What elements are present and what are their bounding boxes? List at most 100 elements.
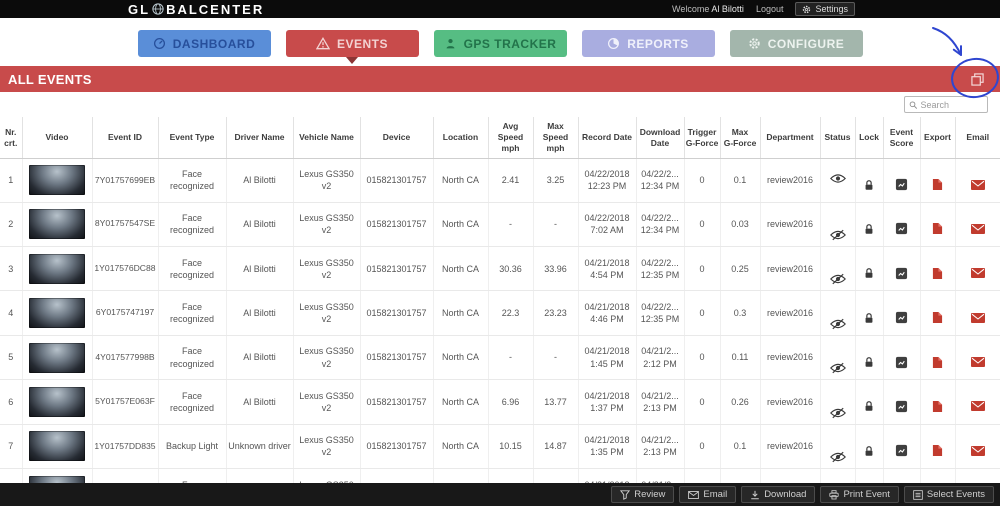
event-score-icon[interactable] (895, 311, 908, 324)
tab-configure[interactable]: CONFIGURE (729, 30, 863, 57)
event-table-row[interactable]: 2 8Y01757547SE Face recognized Al Bilott… (0, 202, 1000, 247)
record-date: 04/22/2018 12:23 PM (578, 158, 637, 203)
trigger-gforce: 0 (684, 424, 721, 470)
event-score-icon[interactable] (895, 356, 908, 369)
col-header-event-score[interactable]: Event Score (883, 117, 921, 160)
export-pdf-icon[interactable] (932, 311, 943, 324)
email-icon[interactable] (970, 401, 985, 412)
email-icon[interactable] (970, 312, 985, 323)
event-table-row[interactable]: 1 7Y01757699EB Face recognized Al Bilott… (0, 158, 1000, 203)
print-event-button[interactable]: Print Event (820, 486, 899, 503)
video-thumbnail[interactable] (29, 165, 85, 196)
lock-icon[interactable] (863, 223, 875, 235)
video-thumbnail[interactable] (29, 209, 85, 240)
search-input[interactable] (920, 99, 983, 110)
vehicle-name: Lexus GS350 v2 (293, 424, 361, 470)
lock-icon[interactable] (863, 445, 875, 457)
col-header-avg-speed[interactable]: Avg Speed mph (488, 117, 534, 160)
tab-events[interactable]: EVENTS (285, 30, 419, 57)
lock-icon[interactable] (863, 312, 875, 324)
event-table-row[interactable]: 5 4Y017577998B Face recognized Al Bilott… (0, 335, 1000, 381)
footer-action-bar: Review Email Download Print Event (0, 483, 1000, 506)
logout-link[interactable]: Logout (755, 4, 784, 14)
tab-reports[interactable]: REPORTS (581, 30, 715, 57)
download-button[interactable]: Download (741, 486, 816, 503)
status-hidden-eye-icon[interactable] (829, 229, 846, 241)
event-score-icon[interactable] (895, 267, 908, 280)
status-hidden-eye-icon[interactable] (829, 362, 846, 374)
lock-icon[interactable] (863, 179, 875, 191)
max-speed: 14.87 (533, 424, 579, 470)
location: North CA (433, 424, 489, 470)
event-table-row[interactable]: 4 6Y0175747197 Face recognized Al Bilott… (0, 290, 1000, 336)
lock-icon[interactable] (863, 267, 875, 279)
select-events-button[interactable]: Select Events (903, 486, 994, 503)
driver-name: Al Bilotti (226, 379, 294, 425)
max-gforce: 0.25 (720, 246, 761, 292)
video-thumbnail[interactable] (29, 431, 85, 462)
email-button[interactable]: Email (679, 486, 737, 503)
export-pdf-icon[interactable] (932, 400, 943, 413)
col-header-download-date[interactable]: Download Date (636, 117, 685, 160)
trigger-gforce: 0 (684, 202, 721, 247)
col-header-video[interactable]: Video (22, 117, 93, 160)
video-thumbnail[interactable] (29, 298, 85, 329)
export-pdf-icon[interactable] (932, 178, 943, 191)
status-hidden-eye-icon[interactable] (829, 318, 846, 330)
status-visible-eye-icon[interactable] (829, 173, 846, 184)
tab-gps-tracker[interactable]: GPS TRACKER (433, 30, 567, 57)
status-hidden-eye-icon[interactable] (829, 273, 846, 285)
lock-icon[interactable] (863, 356, 875, 368)
email-icon[interactable] (970, 357, 985, 368)
tab-dashboard[interactable]: DASHBOARD (137, 30, 271, 57)
col-header-nr[interactable]: Nr. crt. (0, 117, 23, 160)
export-pdf-icon[interactable] (932, 356, 943, 369)
export-pdf-icon[interactable] (932, 222, 943, 235)
col-header-location[interactable]: Location (433, 117, 489, 160)
status-hidden-eye-icon[interactable] (829, 407, 846, 419)
col-header-max-gforce[interactable]: Max G-Force (720, 117, 761, 160)
event-score-icon[interactable] (895, 178, 908, 191)
col-header-status[interactable]: Status (820, 117, 856, 160)
video-thumbnail[interactable] (29, 342, 85, 373)
warning-triangle-icon (315, 37, 330, 50)
email-icon[interactable] (970, 179, 985, 190)
email-icon[interactable] (970, 223, 985, 234)
email-icon[interactable] (970, 268, 985, 279)
col-header-export[interactable]: Export (920, 117, 956, 160)
search-box[interactable] (904, 96, 988, 113)
col-header-device[interactable]: Device (360, 117, 434, 160)
max-speed: 33.96 (533, 246, 579, 292)
video-thumbnail[interactable] (29, 253, 85, 284)
email-icon[interactable] (970, 445, 985, 456)
event-table-row[interactable]: 3 1Y017576DC88 Face recognized Al Bilott… (0, 246, 1000, 292)
video-thumbnail[interactable] (29, 386, 85, 417)
export-pdf-icon[interactable] (932, 444, 943, 457)
lock-icon[interactable] (863, 400, 875, 412)
col-header-vehicle-name[interactable]: Vehicle Name (293, 117, 361, 160)
col-header-lock[interactable]: Lock (855, 117, 884, 160)
email-cell (955, 424, 1000, 470)
col-header-trigger-gforce[interactable]: Trigger G-Force (684, 117, 721, 160)
col-header-event-type[interactable]: Event Type (158, 117, 227, 160)
copy-events-icon[interactable] (971, 72, 984, 86)
export-pdf-icon[interactable] (932, 267, 943, 280)
col-header-department[interactable]: Department (760, 117, 821, 160)
col-header-record-date[interactable]: Record Date (578, 117, 637, 160)
event-table-row[interactable]: 7 1Y01757DD835 Backup Light Unknown driv… (0, 424, 1000, 470)
event-score-icon[interactable] (895, 444, 908, 457)
event-table-row[interactable]: 6 5Y01757E063F Face recognized Al Bilott… (0, 379, 1000, 425)
event-score-icon[interactable] (895, 400, 908, 413)
lock-cell (855, 246, 884, 292)
col-header-driver-name[interactable]: Driver Name (226, 117, 294, 160)
col-header-max-speed[interactable]: Max Speed mph (533, 117, 579, 160)
status-hidden-eye-icon[interactable] (829, 451, 846, 463)
row-number: 2 (0, 202, 23, 247)
download-date: 04/21/2... 2:13 PM (636, 424, 685, 470)
settings-button[interactable]: Settings (795, 2, 855, 16)
col-header-email[interactable]: Email (955, 117, 1000, 160)
event-score-icon[interactable] (895, 222, 908, 235)
review-button[interactable]: Review (611, 486, 675, 503)
col-header-event-id[interactable]: Event ID (92, 117, 159, 160)
settings-label: Settings (815, 4, 848, 14)
